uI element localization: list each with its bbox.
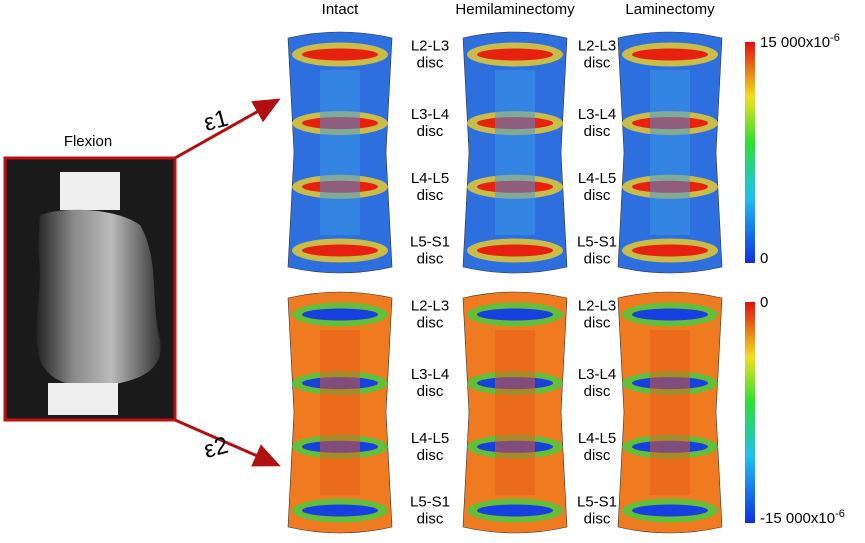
scale-label: 15 000x10-6: [760, 32, 840, 51]
photo-label: Flexion: [64, 133, 112, 150]
strain-band: [302, 504, 378, 517]
disc-level: L5-S1: [577, 234, 617, 251]
disc-level: L3-L4: [411, 366, 449, 383]
strain-band: [302, 308, 378, 321]
strain-zone: [495, 70, 535, 235]
disc-level: L5-S1: [577, 494, 617, 511]
strain-band: [302, 244, 378, 257]
disc-word: disc: [584, 447, 611, 464]
disc-level: L4-L5: [411, 430, 449, 447]
disc-level: L4-L5: [578, 430, 616, 447]
column-header: Hemilaminectomy: [455, 1, 575, 18]
disc-word: disc: [584, 187, 611, 204]
disc-word: disc: [584, 55, 611, 72]
strain-label: ε1: [201, 105, 231, 137]
disc-word: disc: [417, 187, 444, 204]
strain-zone: [320, 70, 360, 235]
strain-label: ε2: [201, 432, 231, 464]
strain-band: [477, 308, 553, 321]
column-header: Laminectomy: [625, 1, 715, 18]
disc-word: disc: [417, 315, 444, 332]
strain-zone: [650, 330, 690, 495]
strain-band: [632, 244, 708, 257]
scale-exponent: -6: [835, 508, 845, 520]
disc-word: disc: [584, 251, 611, 268]
disc-word: disc: [584, 123, 611, 140]
disc-level: L4-L5: [411, 170, 449, 187]
disc-word: disc: [584, 511, 611, 528]
disc-word: disc: [417, 447, 444, 464]
disc-word: disc: [417, 511, 444, 528]
disc-level: L2-L3: [411, 38, 449, 55]
strain-band: [477, 48, 553, 61]
disc-word: disc: [417, 55, 444, 72]
strain-band: [632, 48, 708, 61]
scale-label: 0: [760, 250, 768, 267]
strain-band: [477, 244, 553, 257]
disc-word: disc: [417, 383, 444, 400]
scale-exponent: -6: [830, 32, 840, 44]
strain-band: [477, 504, 553, 517]
strain-band: [632, 308, 708, 321]
strain-zone: [320, 330, 360, 495]
disc-level: L5-S1: [410, 234, 450, 251]
disc-word: disc: [417, 123, 444, 140]
scale-text: 15 000x10: [760, 34, 830, 51]
photo-panel: Flexion: [3, 98, 281, 467]
disc-level: L3-L4: [578, 106, 616, 123]
strain-band: [632, 504, 708, 517]
disc-word: disc: [584, 383, 611, 400]
scale-text: -15 000x10: [760, 510, 835, 527]
strain-zone: [650, 70, 690, 235]
strain-zone: [495, 330, 535, 495]
disc-level: L5-S1: [410, 494, 450, 511]
disc-level: L2-L3: [578, 38, 616, 55]
scale-text: 0: [760, 294, 768, 311]
column-header: Intact: [322, 1, 360, 18]
disc-level: L3-L4: [578, 366, 616, 383]
colorbar: [745, 42, 755, 263]
scale-text: 0: [760, 250, 768, 267]
strain-band: [302, 48, 378, 61]
scale-label: 0: [760, 294, 768, 311]
disc-level: L2-L3: [411, 298, 449, 315]
disc-level: L4-L5: [578, 170, 616, 187]
disc-word: disc: [417, 251, 444, 268]
disc-level: L2-L3: [578, 298, 616, 315]
disc-word: disc: [584, 315, 611, 332]
scale-label: -15 000x10-6: [760, 508, 845, 527]
disc-level: L3-L4: [411, 106, 449, 123]
colorbar: [745, 302, 755, 523]
